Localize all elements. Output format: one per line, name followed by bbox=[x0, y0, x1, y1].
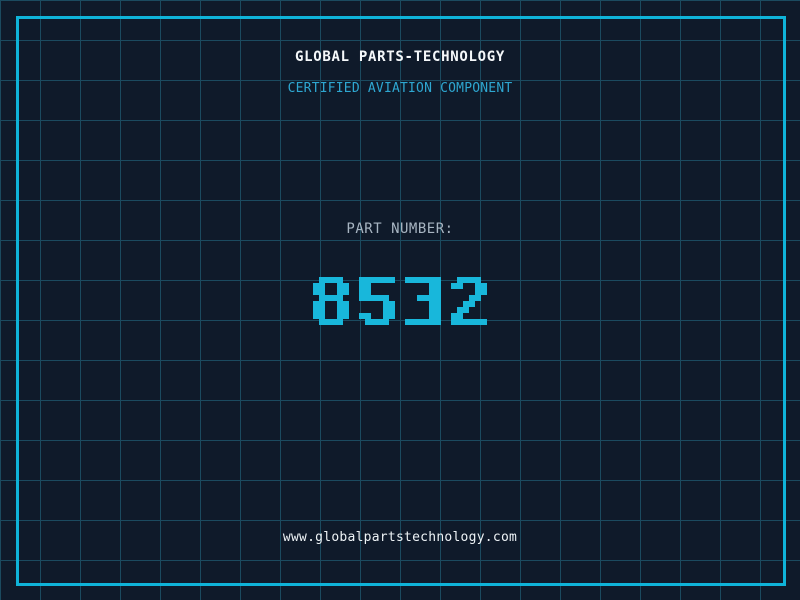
part-number-digit bbox=[405, 277, 441, 325]
part-number-display bbox=[0, 277, 800, 325]
company-title: GLOBAL PARTS-TECHNOLOGY bbox=[295, 49, 505, 65]
part-number-digit bbox=[359, 277, 395, 325]
part-number-digit bbox=[313, 277, 349, 325]
certification-subtitle: CERTIFIED AVIATION COMPONENT bbox=[287, 81, 513, 96]
website-url: www.globalpartstechnology.com bbox=[282, 530, 518, 545]
part-number-digit bbox=[451, 277, 487, 325]
part-number-label: PART NUMBER: bbox=[346, 221, 454, 237]
